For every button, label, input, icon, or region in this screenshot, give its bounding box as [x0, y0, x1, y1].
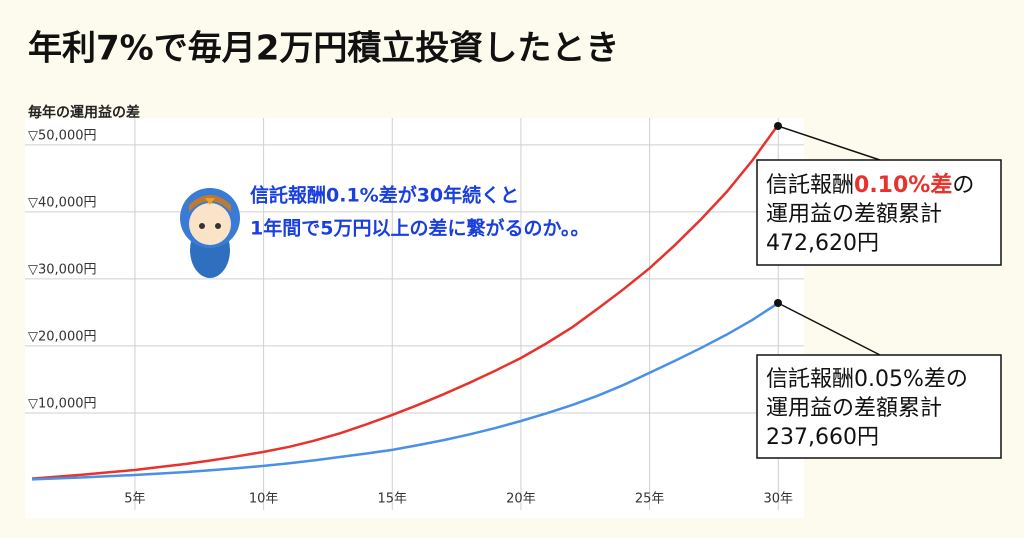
x-tick-label: 5年: [124, 492, 145, 507]
grid: ▽10,000円 ▽20,000円 ▽30,000円 ▽40,000円 ▽50,000円…: [25, 118, 804, 510]
x-tick-label: 10年: [249, 492, 279, 507]
x-tick-label: 20年: [506, 492, 536, 507]
leader-line: [777, 302, 881, 356]
callout-text: 運用益の差額累計: [766, 396, 942, 421]
callout-text: 472,620円: [766, 231, 879, 256]
speech-line: 1年間で5万円以上の差に繋がるのか。。: [250, 217, 590, 240]
callout-text: 237,660円: [766, 425, 879, 450]
callout-text: 信託報酬0.10%差の: [766, 172, 974, 198]
end-dot: [774, 122, 782, 130]
callout-text: 運用益の差額累計: [766, 202, 942, 227]
series-line: [31, 301, 779, 481]
callout-text: の: [952, 173, 974, 198]
y-tick-label: ▽30,000円: [28, 262, 97, 277]
end-dot: [774, 299, 782, 307]
callout-box: [756, 159, 1002, 266]
callout-text: 信託報酬0.05%差の: [766, 367, 968, 392]
speech-line: 信託報酬0.1%差が30年続くと: [250, 184, 519, 207]
lines: [31, 123, 780, 481]
y-axis-title: 毎年の運用益の差: [28, 104, 140, 121]
plot-area: [25, 118, 804, 518]
x-tick-label: 30年: [763, 492, 793, 507]
y-tick-label: ▽50,000円: [28, 128, 97, 143]
callout-text: 信託報酬: [766, 173, 854, 198]
leader-line: [777, 125, 881, 161]
chart-title: 年利7%で毎月2万円積立投資したとき: [28, 29, 619, 69]
x-tick-label: 25年: [635, 492, 665, 507]
series-line: [31, 123, 780, 480]
callout-box: [756, 354, 1002, 459]
y-tick-label: ▽10,000円: [28, 396, 97, 411]
y-tick-label: ▽20,000円: [28, 329, 97, 344]
callout-highlight: 0.10%差: [854, 172, 952, 198]
x-tick-label: 15年: [377, 492, 407, 507]
character-icon: [180, 188, 240, 278]
y-tick-label: ▽40,000円: [28, 195, 97, 210]
